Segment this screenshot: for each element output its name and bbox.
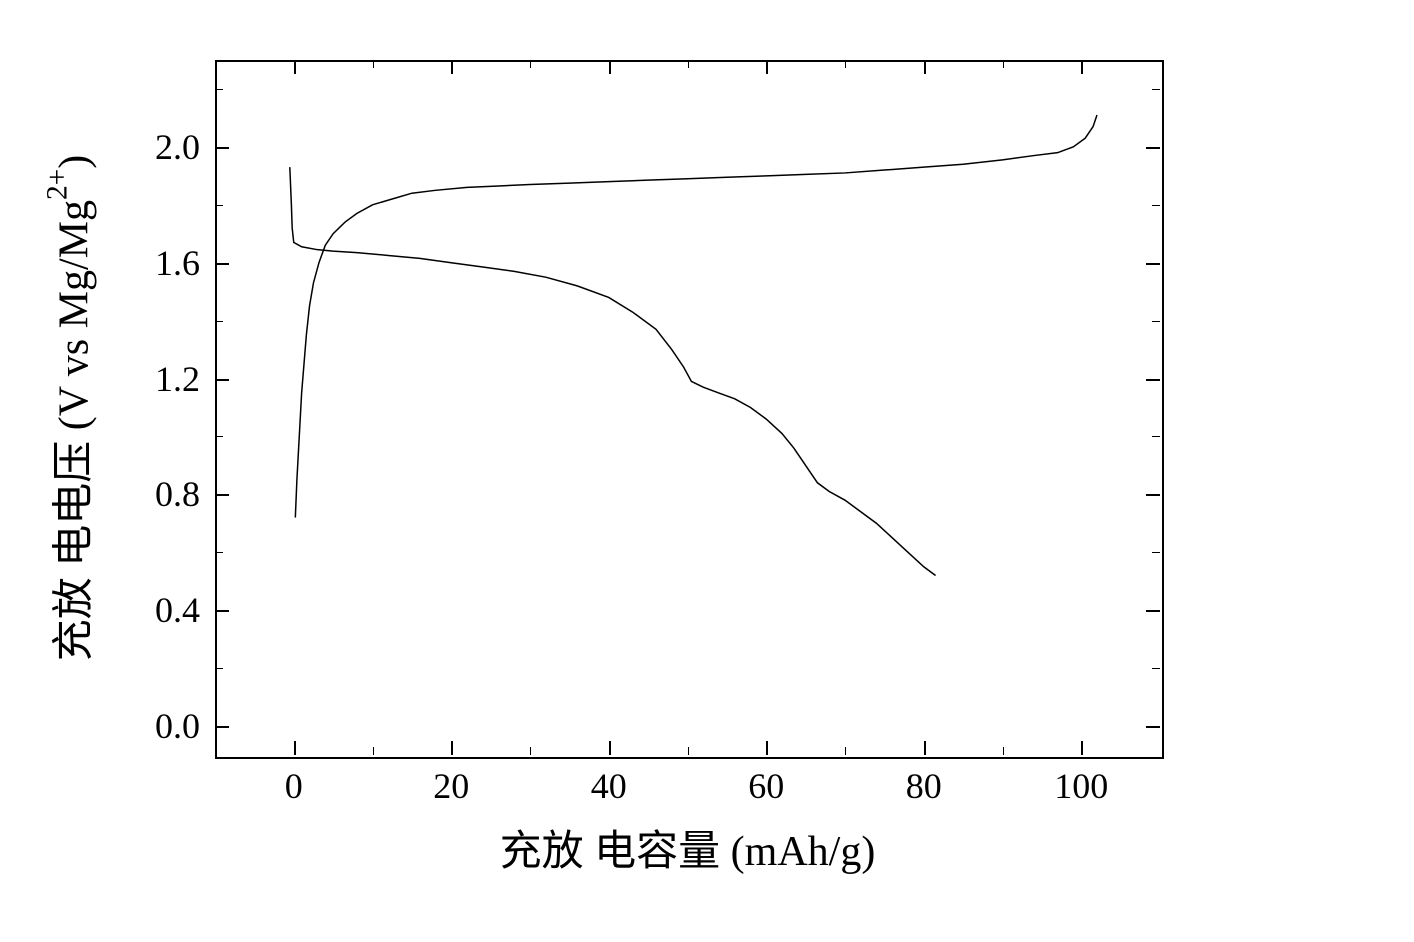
x-minor-tick [1003, 747, 1004, 755]
discharge_curve [290, 167, 936, 575]
x-major-tick [924, 741, 926, 755]
x-tick-label: 40 [591, 765, 627, 807]
y-minor-tick [215, 668, 223, 669]
y-minor-tick [215, 205, 223, 206]
y-minor-tick-right [1152, 436, 1160, 437]
y-minor-tick-right [1152, 89, 1160, 90]
x-minor-tick [688, 747, 689, 755]
x-major-tick-top [294, 60, 296, 74]
x-tick-label: 20 [433, 765, 469, 807]
x-tick-label: 60 [748, 765, 784, 807]
y-minor-tick-right [1152, 321, 1160, 322]
y-major-tick [215, 726, 229, 728]
chart-curves [0, 0, 1414, 942]
y-major-tick-right [1146, 263, 1160, 265]
y-minor-tick-right [1152, 205, 1160, 206]
y-tick-label: 0.0 [155, 705, 200, 747]
x-minor-tick [530, 747, 531, 755]
y-major-tick-right [1146, 494, 1160, 496]
x-major-tick [609, 741, 611, 755]
y-minor-tick [215, 321, 223, 322]
x-tick-label: 0 [285, 765, 303, 807]
x-minor-tick-top [845, 60, 846, 68]
x-minor-tick [373, 747, 374, 755]
y-axis-label: 充放 电电压 (V vs Mg/Mg2+) [40, 154, 101, 661]
x-major-tick-top [451, 60, 453, 74]
y-major-tick [215, 263, 229, 265]
y-tick-label: 0.4 [155, 589, 200, 631]
y-major-tick-right [1146, 726, 1160, 728]
y-minor-tick-right [1152, 552, 1160, 553]
x-major-tick [766, 741, 768, 755]
x-major-tick [451, 741, 453, 755]
y-major-tick [215, 494, 229, 496]
y-major-tick-right [1146, 147, 1160, 149]
x-axis-label: 充放 电容量 (mAh/g) [500, 817, 876, 878]
y-major-tick [215, 610, 229, 612]
x-major-tick [1081, 741, 1083, 755]
x-minor-tick-top [688, 60, 689, 68]
chart-container: 0 20 40 60 80 100 0.0 0.4 0.8 1.2 1.6 2.0 充放 电容量 (m… [0, 0, 1414, 942]
x-minor-tick-top [530, 60, 531, 68]
x-major-tick [294, 741, 296, 755]
y-major-tick [215, 147, 229, 149]
x-major-tick-top [609, 60, 611, 74]
x-tick-label: 80 [906, 765, 942, 807]
x-minor-tick-top [1003, 60, 1004, 68]
y-minor-tick [215, 436, 223, 437]
y-major-tick [215, 379, 229, 381]
y-tick-label: 2.0 [155, 126, 200, 168]
x-major-tick-top [766, 60, 768, 74]
y-tick-label: 0.8 [155, 473, 200, 515]
y-minor-tick [215, 89, 223, 90]
y-minor-tick [215, 552, 223, 553]
y-tick-label: 1.6 [155, 242, 200, 284]
y-tick-label: 1.2 [155, 358, 200, 400]
y-major-tick-right [1146, 379, 1160, 381]
x-minor-tick-top [373, 60, 374, 68]
x-tick-label: 100 [1054, 765, 1108, 807]
x-minor-tick [845, 747, 846, 755]
charge_curve [295, 115, 1097, 518]
x-major-tick-top [924, 60, 926, 74]
y-major-tick-right [1146, 610, 1160, 612]
y-minor-tick-right [1152, 668, 1160, 669]
x-major-tick-top [1081, 60, 1083, 74]
